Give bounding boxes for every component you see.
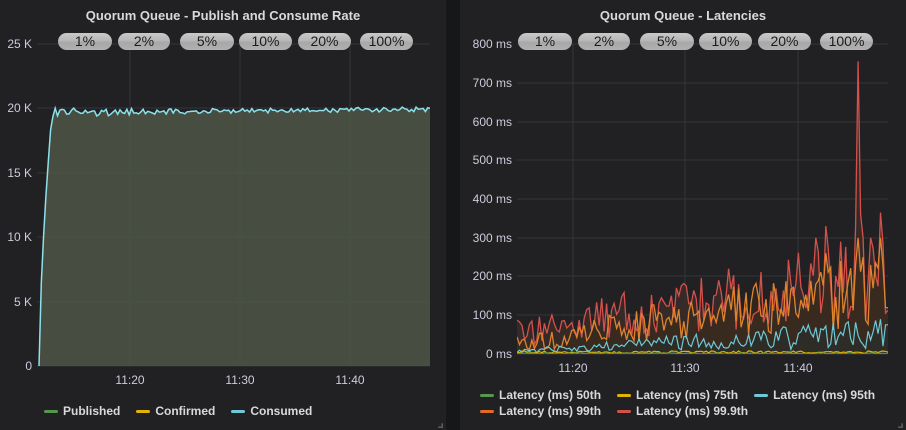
svg-text:11:40: 11:40 (335, 373, 364, 387)
svg-text:25 K: 25 K (7, 37, 32, 51)
svg-text:15 K: 15 K (7, 166, 32, 180)
svg-text:0 ms: 0 ms (486, 347, 512, 361)
svg-text:11:30: 11:30 (670, 361, 699, 375)
svg-text:20 K: 20 K (7, 101, 32, 115)
svg-text:800 ms: 800 ms (473, 37, 512, 51)
svg-text:700 ms: 700 ms (473, 76, 512, 90)
svg-text:0: 0 (25, 359, 32, 373)
svg-text:600 ms: 600 ms (473, 115, 512, 129)
svg-text:300 ms: 300 ms (473, 231, 512, 245)
svg-text:200 ms: 200 ms (473, 269, 512, 283)
svg-text:11:40: 11:40 (783, 361, 812, 375)
svg-text:500 ms: 500 ms (473, 153, 512, 167)
svg-text:5 K: 5 K (14, 295, 32, 309)
svg-text:10 K: 10 K (7, 230, 32, 244)
svg-text:11:30: 11:30 (225, 373, 254, 387)
svg-text:400 ms: 400 ms (473, 192, 512, 206)
svg-text:11:20: 11:20 (558, 361, 587, 375)
svg-text:11:20: 11:20 (115, 373, 144, 387)
svg-text:100 ms: 100 ms (473, 308, 512, 322)
